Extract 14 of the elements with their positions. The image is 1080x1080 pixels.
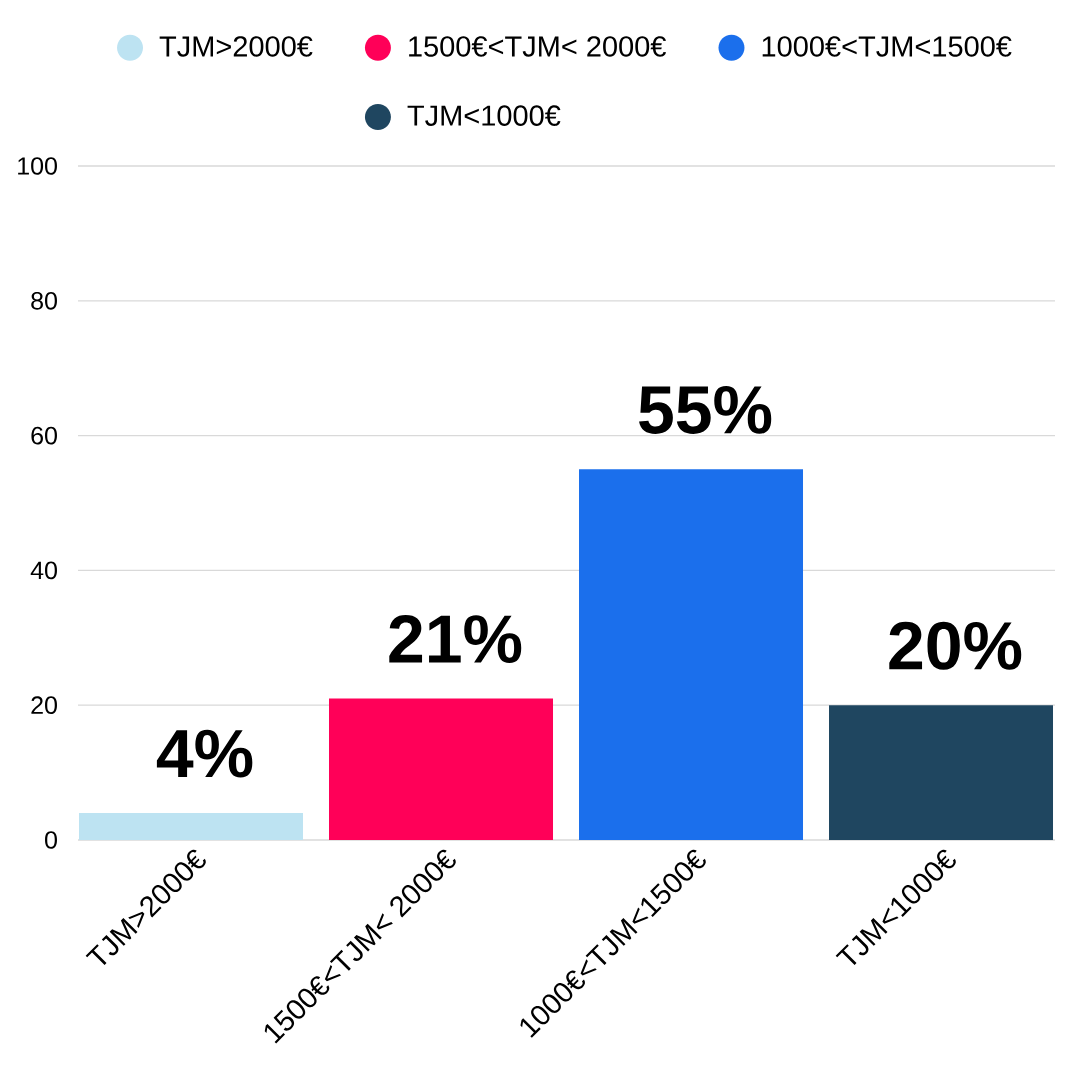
- data-label: 4%: [156, 729, 253, 778]
- legend-label: 1000€<TJM<1500€: [762, 36, 1012, 57]
- y-tick-label: 0: [45, 831, 57, 849]
- y-tick-label: 20: [31, 696, 57, 715]
- legend-label: 1500€<TJM< 2000€: [409, 36, 667, 57]
- legend-label: TJM<1000€: [407, 105, 561, 126]
- y-tick-label: 60: [31, 426, 57, 445]
- y-tick-label: 40: [30, 561, 57, 580]
- data-label: 21%: [389, 614, 522, 663]
- legend-label: TJM>2000€: [159, 36, 313, 57]
- data-label: 55%: [639, 385, 772, 434]
- y-tick-label: 100: [18, 157, 57, 175]
- data-label: 20%: [889, 621, 1022, 670]
- y-tick-label: 80: [31, 291, 57, 310]
